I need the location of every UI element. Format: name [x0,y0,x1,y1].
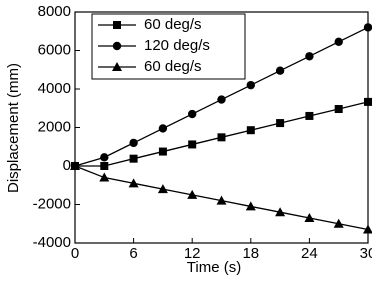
marker [188,140,197,149]
x-tick-label: 6 [129,245,137,262]
y-tick-label: 8000 [38,3,71,20]
marker [275,66,285,75]
y-tick-label: -2000 [33,195,71,212]
x-tick-label: 24 [301,245,318,262]
x-tick-label: 18 [242,245,259,262]
x-axis-label: Time (s) [187,259,241,276]
x-tick-label: 0 [71,245,79,262]
y-axis-label: Displacement (mm) [5,63,22,193]
marker [99,172,110,182]
legend-marker [113,21,121,29]
marker [217,133,226,142]
marker [334,105,343,114]
legend-marker [112,41,122,51]
marker [100,153,109,162]
marker [158,147,167,156]
marker [217,95,226,104]
marker [129,138,138,148]
marker [276,119,285,128]
marker [275,207,286,217]
marker [246,126,255,135]
legend-marker [112,62,122,71]
marker [333,218,344,228]
legend-label: 120 deg/s [144,37,210,54]
marker [363,23,372,32]
marker [246,80,255,90]
y-tick-label: 2000 [38,118,71,135]
legend-label: 60 deg/s [144,16,202,33]
marker [216,195,227,205]
marker [363,224,372,234]
x-tick-label: 30 [360,245,372,262]
marker [305,111,314,120]
marker [70,161,80,170]
marker [188,109,197,119]
marker [305,52,314,61]
y-tick-label: 4000 [38,80,71,97]
x-tick-label: 12 [184,245,201,262]
marker [364,97,372,106]
marker [245,201,256,211]
y-tick-label: 0 [63,157,71,174]
marker [157,184,168,194]
y-tick-label: 6000 [38,41,71,58]
y-tick-label: -4000 [33,234,71,251]
marker [304,212,315,222]
marker [187,189,198,199]
marker [128,178,139,188]
marker [100,162,109,170]
legend-label: 60 deg/s [144,58,202,75]
marker [334,37,343,47]
marker [129,154,138,163]
marker [158,124,168,133]
